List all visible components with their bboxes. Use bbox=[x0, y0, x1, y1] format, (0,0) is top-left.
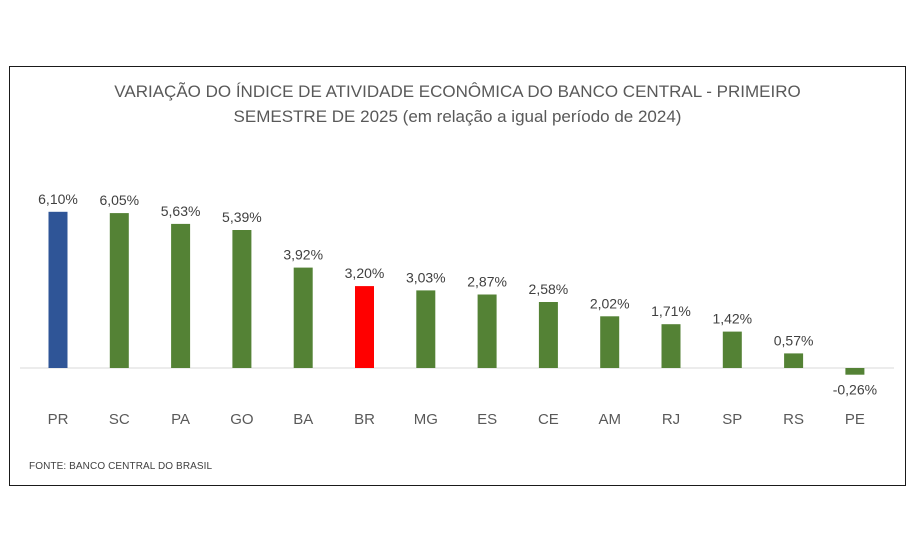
data-label-ce: 2,58% bbox=[529, 281, 569, 297]
source-note: FONTE: BANCO CENTRAL DO BRASIL bbox=[29, 461, 213, 472]
category-label-pr: PR bbox=[48, 411, 69, 428]
category-label-br: BR bbox=[354, 411, 375, 428]
bar-sc bbox=[109, 213, 129, 368]
data-label-mg: 3,03% bbox=[406, 269, 446, 285]
category-label-ce: CE bbox=[538, 411, 559, 428]
category-label-pe: PE bbox=[845, 411, 865, 428]
chart-frame: VARIAÇÃO DO ÍNDICE DE ATIVIDADE ECONÔMIC… bbox=[9, 66, 906, 486]
bar-rs bbox=[784, 353, 804, 368]
chart-title-line-2: SEMESTRE DE 2025 (em relação a igual per… bbox=[233, 107, 682, 126]
category-label-es: ES bbox=[477, 411, 497, 428]
bar-ba bbox=[293, 267, 313, 368]
category-label-rs: RS bbox=[783, 411, 804, 428]
category-label-pa: PA bbox=[171, 411, 190, 428]
data-label-rs: 0,57% bbox=[774, 332, 814, 348]
data-label-br: 3,20% bbox=[345, 265, 385, 281]
bar-rj bbox=[661, 324, 681, 368]
chart-title-line-1: VARIAÇÃO DO ÍNDICE DE ATIVIDADE ECONÔMIC… bbox=[114, 82, 801, 101]
data-label-es: 2,87% bbox=[467, 274, 507, 290]
chart-title: VARIAÇÃO DO ÍNDICE DE ATIVIDADE ECONÔMIC… bbox=[10, 79, 905, 129]
data-label-pa: 5,63% bbox=[161, 203, 201, 219]
data-label-pe: -0,26% bbox=[833, 382, 877, 398]
category-label-go: GO bbox=[230, 411, 253, 428]
data-label-rj: 1,71% bbox=[651, 303, 691, 319]
bar-es bbox=[477, 294, 497, 368]
data-label-sc: 6,05% bbox=[99, 192, 139, 208]
category-label-rj: RJ bbox=[662, 411, 680, 428]
bar-chart: 6,10% 6,05% 5,63% 5,39% 3,92% 3,20% 3,03% 2,87%… bbox=[20, 191, 894, 428]
bar-sp bbox=[722, 331, 742, 368]
bar-pa bbox=[171, 223, 191, 368]
bar-br bbox=[355, 286, 374, 368]
bar-mg bbox=[416, 290, 436, 368]
bar-ce bbox=[538, 302, 558, 368]
category-label-sp: SP bbox=[722, 411, 742, 428]
category-label-sc: SC bbox=[109, 411, 130, 428]
bar-pe bbox=[845, 368, 865, 375]
data-label-am: 2,02% bbox=[590, 295, 630, 311]
category-label-mg: MG bbox=[414, 411, 438, 428]
bar-go bbox=[232, 230, 252, 368]
data-label-pr: 6,10% bbox=[38, 191, 78, 207]
data-label-go: 5,39% bbox=[222, 209, 262, 225]
data-label-ba: 3,92% bbox=[283, 247, 323, 263]
bar-pr bbox=[48, 211, 68, 368]
bar-am bbox=[600, 316, 620, 368]
category-label-am: AM bbox=[598, 411, 621, 428]
data-label-sp: 1,42% bbox=[712, 311, 752, 327]
category-label-ba: BA bbox=[293, 411, 313, 428]
